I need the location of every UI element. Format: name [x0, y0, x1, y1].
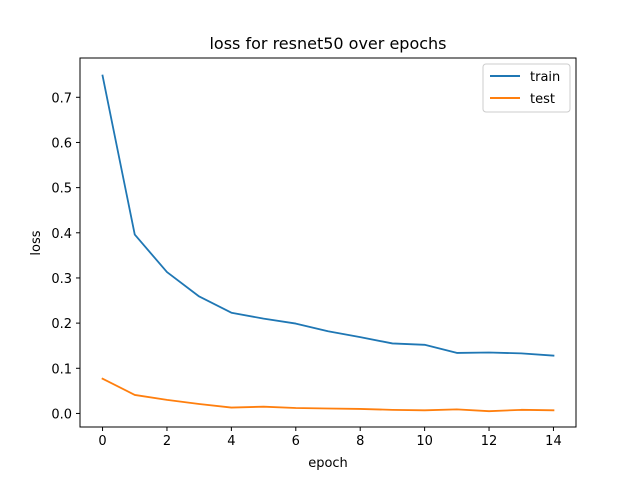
x-tick-label: 4 [227, 434, 235, 449]
y-axis-ticks: 0.0 0.1 0.2 0.3 0.4 0.5 0.6 0.7 [51, 91, 80, 422]
x-tick-label: 14 [545, 434, 562, 449]
y-tick-label: 0.6 [51, 136, 72, 151]
x-tick-label: 12 [481, 434, 498, 449]
y-tick-label: 0.5 [51, 182, 72, 197]
x-tick-label: 8 [356, 434, 364, 449]
x-axis-ticks: 0 2 4 6 8 10 12 14 [98, 427, 562, 449]
y-tick-label: 0.3 [51, 272, 72, 287]
x-axis-label: epoch [308, 456, 348, 471]
x-tick-label: 10 [416, 434, 433, 449]
x-tick-label: 2 [163, 434, 171, 449]
series-line-train [101, 74, 555, 357]
legend-train-label: train [530, 70, 560, 85]
legend: train test [482, 63, 571, 113]
chart-title: loss for resnet50 over epochs [209, 34, 446, 53]
y-tick-label: 0.7 [51, 91, 72, 106]
y-tick-label: 0.0 [51, 407, 72, 422]
y-tick-label: 0.1 [51, 362, 72, 377]
legend-test-label: test [530, 92, 555, 107]
y-tick-label: 0.2 [51, 317, 72, 332]
x-tick-label: 0 [98, 434, 106, 449]
plot-frame [79, 57, 577, 428]
x-tick-label: 6 [292, 434, 300, 449]
series-layer [101, 74, 555, 413]
series-line-test [101, 377, 555, 413]
y-axis-label: loss [29, 230, 44, 255]
y-tick-label: 0.4 [51, 227, 72, 242]
